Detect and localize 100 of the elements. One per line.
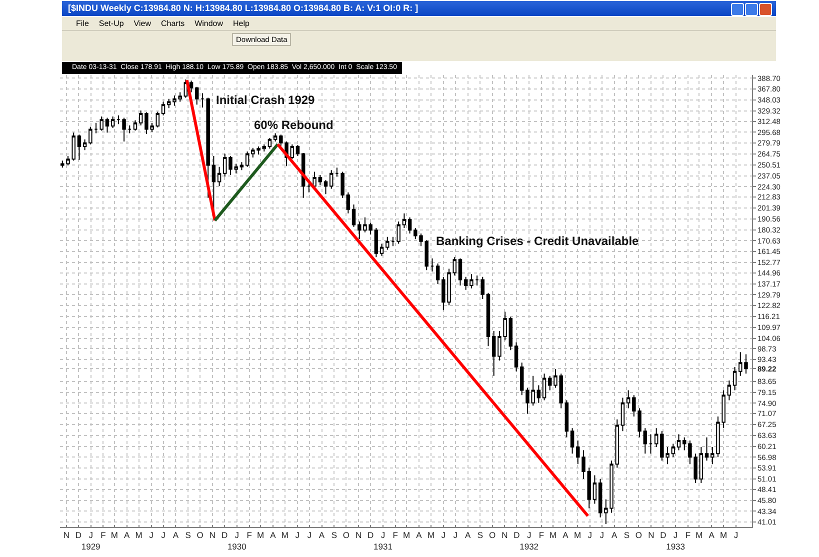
x-tick-label: F — [538, 530, 544, 540]
candlestick — [508, 316, 513, 351]
candlestick — [77, 134, 82, 160]
x-tick-label: J 1932 — [520, 530, 539, 552]
x-tick-label: A — [172, 530, 179, 540]
x-tick-label: J 1931 — [374, 530, 393, 552]
candlestick — [307, 181, 311, 193]
candlestick — [648, 434, 653, 454]
candlestick — [122, 117, 126, 142]
x-tick-label: F — [100, 530, 106, 540]
x-tick-label: M — [256, 530, 264, 540]
candlestick — [335, 167, 339, 178]
annotation: 60% Rebound — [254, 118, 334, 132]
x-tick-label: J — [734, 530, 738, 540]
candlestick — [245, 151, 250, 168]
candlestick — [290, 144, 294, 160]
candlestick — [402, 212, 406, 228]
x-tick-label: S — [331, 530, 338, 540]
candlestick — [116, 114, 120, 125]
candlestick — [94, 122, 98, 134]
x-tick-label: M — [550, 530, 557, 540]
text: File — [76, 19, 89, 28]
candlestick — [296, 144, 300, 157]
candlestick — [704, 436, 709, 462]
x-tick-label: J — [149, 530, 154, 540]
candlestick — [430, 258, 434, 272]
candlestick — [470, 274, 474, 289]
x-tick-label: N — [502, 530, 508, 540]
candlestick — [329, 170, 334, 190]
candlestick — [643, 428, 648, 454]
candlestick — [128, 124, 132, 134]
candlestick — [324, 180, 328, 195]
x-tick-label: J 1930 — [227, 530, 247, 552]
x-tick-label: S — [624, 530, 630, 540]
x-tick-label: A — [465, 530, 472, 540]
candlestick — [206, 97, 210, 198]
candlestick — [536, 384, 541, 404]
x-tick-label: N — [356, 530, 362, 540]
text: Charts — [161, 19, 185, 28]
candlestick — [166, 98, 171, 109]
candlestick — [480, 276, 485, 300]
x-tick-label: J 1929 — [81, 530, 101, 552]
x-tick-label: F — [392, 530, 398, 540]
candlestick — [268, 138, 272, 150]
x-tick-label: O — [196, 530, 204, 540]
text: Window — [194, 19, 224, 28]
candlestick — [408, 216, 412, 234]
candlestick — [475, 275, 479, 286]
x-tick-label: J — [600, 530, 604, 540]
candlestick — [189, 80, 194, 93]
candlestick — [727, 380, 732, 401]
x-tick-label: M — [110, 530, 118, 540]
x-tick-label: A — [318, 530, 325, 540]
candlestick — [346, 192, 350, 214]
x-tick-label: M — [720, 530, 728, 540]
candlestick — [105, 117, 110, 134]
x-tick-label: M — [135, 530, 142, 540]
candlestick — [386, 236, 390, 250]
text: Set-Up — [98, 19, 124, 28]
candlestick — [217, 166, 222, 187]
chart-title: [$INDU Weekly C:13984.80 N: H:13984.80 L:13984.80 O:13984.80 B: A: V:1 OI:0 R: ] — [68, 3, 418, 13]
candlestick — [699, 446, 704, 484]
text: View — [134, 19, 151, 28]
candlestick — [380, 243, 384, 256]
candlestick — [514, 342, 518, 372]
candlestick — [458, 258, 462, 286]
candlestick — [273, 132, 278, 142]
x-tick-label: N — [648, 530, 654, 540]
x-tick-label: O — [635, 530, 642, 540]
x-tick-label: M — [696, 530, 703, 540]
candlestick — [520, 362, 524, 396]
candlestick — [732, 366, 737, 391]
x-tick-label: M — [574, 530, 582, 540]
candlestick — [352, 204, 356, 228]
candlestick — [654, 428, 658, 448]
candlestick — [88, 126, 92, 145]
candlestick — [598, 478, 602, 518]
candlestick — [82, 138, 87, 151]
x-tick-label: A — [708, 530, 715, 540]
x-tick-label: J — [441, 530, 446, 540]
candlestick — [340, 171, 344, 198]
candlestick — [452, 256, 456, 276]
x-tick-label: J 1933 — [666, 530, 686, 552]
candlestick — [391, 236, 395, 247]
candlestick — [110, 116, 115, 128]
candlestick — [161, 101, 166, 116]
candlestick — [156, 111, 160, 128]
x-tick-label: A — [416, 530, 422, 540]
x-tick-label: S — [477, 530, 484, 540]
x-tick-label: J — [307, 530, 312, 540]
x-tick-label: A — [270, 530, 276, 540]
x-tick-label: N — [209, 530, 216, 540]
x-tick-label: A — [562, 530, 569, 540]
candlestick — [133, 120, 138, 132]
x-tick-label: D — [221, 530, 228, 540]
candlestick — [374, 227, 378, 258]
x-tick-label: M — [403, 530, 410, 540]
candlestick — [396, 221, 400, 244]
text: Help — [233, 19, 250, 28]
x-tick-label: F — [246, 530, 252, 540]
